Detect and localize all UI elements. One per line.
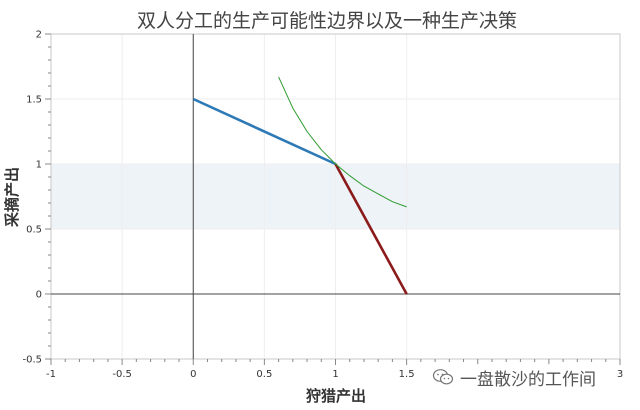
- x-tick-label: 0.5: [256, 369, 272, 380]
- wechat-icon: [432, 369, 454, 385]
- x-tick-label: -0.5: [112, 369, 132, 380]
- y-tick-label: 1: [36, 160, 42, 171]
- series-line-3: [278, 76, 407, 208]
- x-tick-label: 1: [332, 369, 338, 380]
- y-tick-label: 2: [36, 30, 42, 41]
- watermark: 一盘散沙的工作间: [428, 364, 600, 390]
- y-tick-label: 0: [36, 290, 42, 301]
- y-tick-label: 1.5: [26, 95, 42, 106]
- series-line-1: [192, 97, 337, 166]
- y-tick-label: -0.5: [22, 355, 42, 366]
- x-tick-label: 0: [190, 369, 196, 380]
- x-tick-label: 3: [617, 369, 623, 380]
- x-tick-label: 1.5: [399, 369, 415, 380]
- plot-area: -1 -0.5 0 0.5 1 1.5 3 -0.5 0 0.5 1 1.5 2: [22, 30, 623, 381]
- chart-title: 双人分工的生产可能性边界以及一种生产决策: [137, 10, 517, 32]
- x-tick-label: -1: [46, 369, 56, 380]
- series-line-2: [334, 163, 408, 295]
- watermark-text: 一盘散沙的工作间: [460, 369, 596, 390]
- y-axis-title: 采摘产出: [3, 167, 21, 228]
- x-axis-title: 狩猎产出: [306, 387, 366, 405]
- y-tick-label: 0.5: [26, 225, 42, 236]
